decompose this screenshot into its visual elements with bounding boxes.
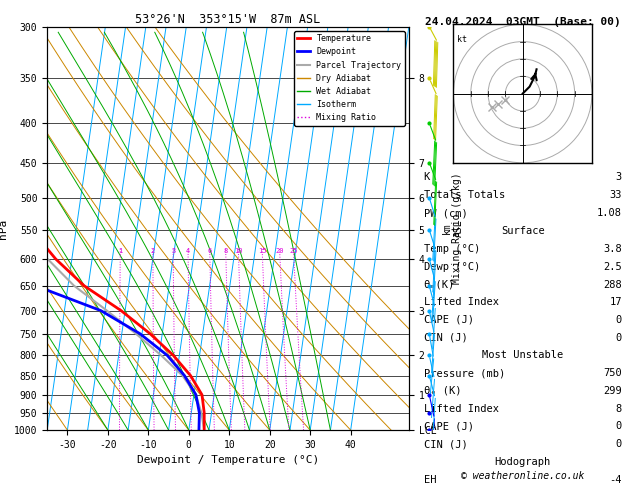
Text: 8: 8 (224, 248, 228, 255)
Text: Most Unstable: Most Unstable (482, 350, 564, 361)
Text: 3.8: 3.8 (603, 244, 621, 254)
Text: 2: 2 (151, 248, 155, 255)
Text: CAPE (J): CAPE (J) (424, 421, 474, 432)
X-axis label: Dewpoint / Temperature (°C): Dewpoint / Temperature (°C) (137, 455, 319, 466)
Text: 6: 6 (208, 248, 212, 255)
Text: Pressure (mb): Pressure (mb) (424, 368, 505, 378)
Text: 3: 3 (616, 172, 621, 182)
Text: 750: 750 (603, 368, 621, 378)
Text: CAPE (J): CAPE (J) (424, 315, 474, 325)
Text: Surface: Surface (501, 226, 545, 237)
Title: 53°26'N  353°15'W  87m ASL: 53°26'N 353°15'W 87m ASL (135, 13, 321, 26)
Text: Mixing Ratio (g/kg): Mixing Ratio (g/kg) (452, 173, 462, 284)
Text: 1: 1 (118, 248, 122, 255)
Text: 25: 25 (289, 248, 298, 255)
Text: 33: 33 (610, 190, 621, 200)
Text: 24.04.2024  03GMT  (Base: 00): 24.04.2024 03GMT (Base: 00) (425, 17, 621, 27)
Text: Lifted Index: Lifted Index (424, 297, 499, 307)
Text: 10: 10 (235, 248, 243, 255)
Text: EH: EH (424, 475, 436, 485)
Y-axis label: km
ASL: km ASL (442, 220, 464, 237)
Text: Totals Totals: Totals Totals (424, 190, 505, 200)
Text: PW (cm): PW (cm) (424, 208, 467, 218)
Text: 0: 0 (616, 315, 621, 325)
Text: 8: 8 (616, 403, 621, 414)
Text: 1.08: 1.08 (597, 208, 621, 218)
Text: 15: 15 (259, 248, 267, 255)
Text: -4: -4 (610, 475, 621, 485)
Text: θₑ(K): θₑ(K) (424, 279, 455, 290)
Y-axis label: hPa: hPa (0, 218, 8, 239)
Text: 0: 0 (616, 439, 621, 449)
Text: CIN (J): CIN (J) (424, 439, 467, 449)
Text: 3: 3 (171, 248, 175, 255)
Text: 299: 299 (603, 386, 621, 396)
Text: θₑ (K): θₑ (K) (424, 386, 461, 396)
Text: 17: 17 (610, 297, 621, 307)
Text: 0: 0 (616, 332, 621, 343)
Text: CIN (J): CIN (J) (424, 332, 467, 343)
Text: © weatheronline.co.uk: © weatheronline.co.uk (461, 471, 584, 481)
Text: 4: 4 (186, 248, 191, 255)
Text: kt: kt (457, 35, 467, 44)
Text: Dewp (°C): Dewp (°C) (424, 262, 480, 272)
Text: 20: 20 (276, 248, 284, 255)
Text: Hodograph: Hodograph (494, 457, 551, 467)
Text: Temp (°C): Temp (°C) (424, 244, 480, 254)
Text: 0: 0 (616, 421, 621, 432)
Text: K: K (424, 172, 430, 182)
Text: Lifted Index: Lifted Index (424, 403, 499, 414)
Text: 2.5: 2.5 (603, 262, 621, 272)
Legend: Temperature, Dewpoint, Parcel Trajectory, Dry Adiabat, Wet Adiabat, Isotherm, Mi: Temperature, Dewpoint, Parcel Trajectory… (294, 31, 404, 125)
Text: 288: 288 (603, 279, 621, 290)
